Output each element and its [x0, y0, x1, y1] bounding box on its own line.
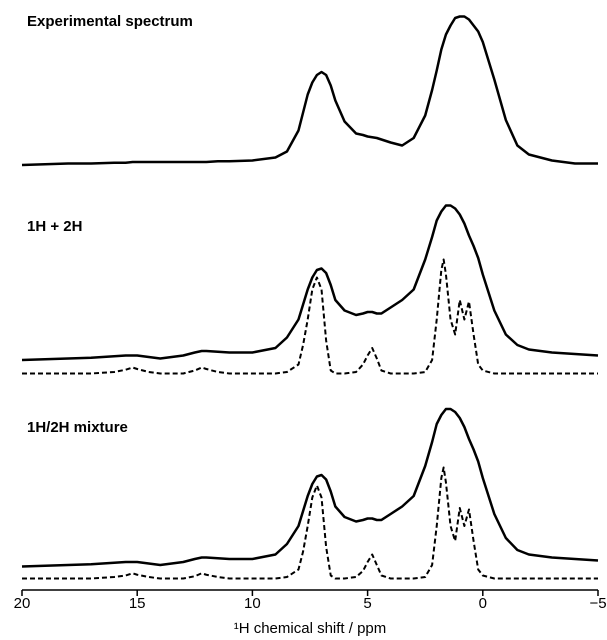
- x-tick-label: 5: [363, 595, 371, 612]
- panel-title: 1H + 2H: [27, 218, 82, 235]
- x-tick-label: −5: [589, 595, 606, 612]
- dashed-line: [22, 258, 598, 375]
- x-tick-label: 15: [129, 595, 146, 612]
- spectrum-line: [21, 15, 598, 167]
- x-axis-label: ¹H chemical shift / ppm: [234, 620, 387, 637]
- x-tick-label: 0: [479, 595, 487, 612]
- spectrum-line: [21, 204, 599, 362]
- panel-title: Experimental spectrum: [27, 13, 193, 30]
- x-tick-label: 10: [244, 595, 261, 612]
- panel-title: 1H/2H mixture: [27, 419, 128, 436]
- x-tick-label: 20: [14, 595, 31, 612]
- spectrum-line: [21, 407, 599, 568]
- dashed-line: [22, 466, 598, 580]
